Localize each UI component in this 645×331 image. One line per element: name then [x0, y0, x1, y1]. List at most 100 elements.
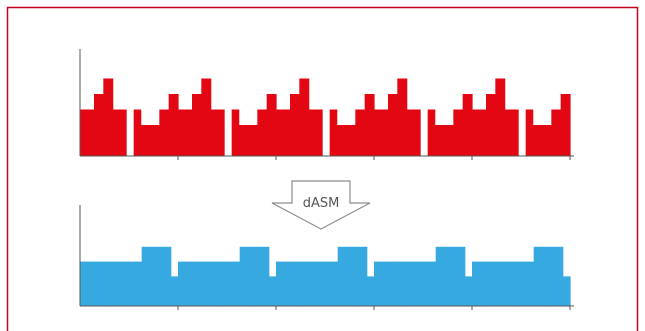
series-step — [519, 261, 524, 306]
series-step — [330, 261, 335, 306]
series-step — [243, 246, 248, 306]
series-step — [214, 261, 219, 306]
series-step — [532, 125, 538, 156]
series-step — [280, 109, 286, 156]
series-step — [268, 276, 273, 306]
series-step — [217, 261, 223, 306]
series-step — [403, 261, 408, 306]
series-step — [479, 261, 484, 306]
series-step — [551, 109, 557, 156]
series-step — [416, 109, 422, 156]
series-step — [442, 246, 448, 306]
series-step — [207, 261, 212, 306]
series-step — [257, 109, 263, 156]
series-step — [109, 261, 114, 306]
series-step — [103, 78, 109, 156]
series-step — [272, 276, 277, 306]
series-step — [327, 109, 333, 156]
series-step — [468, 276, 473, 306]
series-step — [236, 261, 241, 306]
series-step — [461, 246, 466, 306]
series-step — [551, 246, 557, 306]
series-step — [533, 246, 538, 306]
arrow-label: dASM — [303, 196, 340, 211]
series-step — [406, 261, 411, 306]
series-step — [430, 109, 436, 156]
series-step — [444, 125, 450, 156]
series-step — [508, 261, 513, 306]
series-step — [462, 94, 468, 156]
series-step — [457, 246, 462, 306]
series-step — [312, 261, 317, 306]
series-step — [526, 261, 531, 306]
series-step — [145, 246, 150, 306]
series-step — [170, 276, 175, 306]
series-step — [434, 125, 440, 156]
series-step — [98, 94, 104, 156]
series-step — [355, 246, 361, 306]
series-step — [556, 109, 562, 156]
series-step — [363, 246, 368, 306]
series-step — [548, 246, 553, 306]
series-step — [305, 261, 310, 306]
series-step — [374, 109, 380, 156]
series-step — [112, 109, 118, 156]
series-step — [417, 261, 422, 306]
series-step — [138, 261, 143, 306]
series-step — [377, 261, 382, 306]
series-step — [315, 261, 321, 306]
series-step — [448, 125, 454, 156]
series-step — [80, 261, 85, 306]
series-step — [446, 246, 451, 306]
series-step — [154, 125, 160, 156]
series-step — [294, 261, 299, 306]
series-step — [544, 246, 549, 306]
series-step — [119, 261, 125, 306]
series-step — [308, 261, 313, 306]
series-step — [458, 109, 464, 156]
series-step — [301, 261, 306, 306]
series-step — [174, 276, 179, 306]
series-step — [546, 125, 552, 156]
series-step — [220, 109, 226, 156]
series-step — [134, 261, 139, 306]
series-step — [290, 94, 296, 156]
series-step — [344, 246, 350, 306]
series-step — [475, 261, 480, 306]
series-step — [378, 109, 384, 156]
series-step — [348, 246, 353, 306]
series-step — [150, 125, 156, 156]
series-step — [196, 261, 201, 306]
series-step — [439, 125, 445, 156]
series-step — [178, 109, 184, 156]
pulse-gap — [224, 49, 232, 156]
series-step — [364, 94, 370, 156]
series-step — [467, 94, 473, 156]
series-step — [265, 246, 270, 306]
series-step — [397, 78, 403, 156]
series-step — [366, 276, 371, 306]
series-step — [168, 94, 174, 156]
series-step — [148, 246, 154, 306]
series-step — [509, 109, 515, 156]
series-step — [511, 261, 517, 306]
series-step — [243, 125, 249, 156]
series-step — [522, 261, 528, 306]
series-step — [127, 261, 132, 306]
series-step — [178, 261, 183, 306]
series-step — [94, 261, 99, 306]
series-step — [80, 109, 86, 156]
pulse-gap — [518, 49, 526, 156]
series-step — [388, 94, 394, 156]
series-step — [185, 261, 190, 306]
series-step — [98, 261, 103, 306]
series-step — [453, 246, 459, 306]
series-step — [116, 261, 121, 306]
series-step — [210, 109, 216, 156]
series-step — [439, 246, 444, 306]
series-step — [406, 109, 412, 156]
series-step — [181, 261, 186, 306]
series-step — [352, 246, 357, 306]
series-step — [182, 109, 188, 156]
series-step — [323, 261, 328, 306]
